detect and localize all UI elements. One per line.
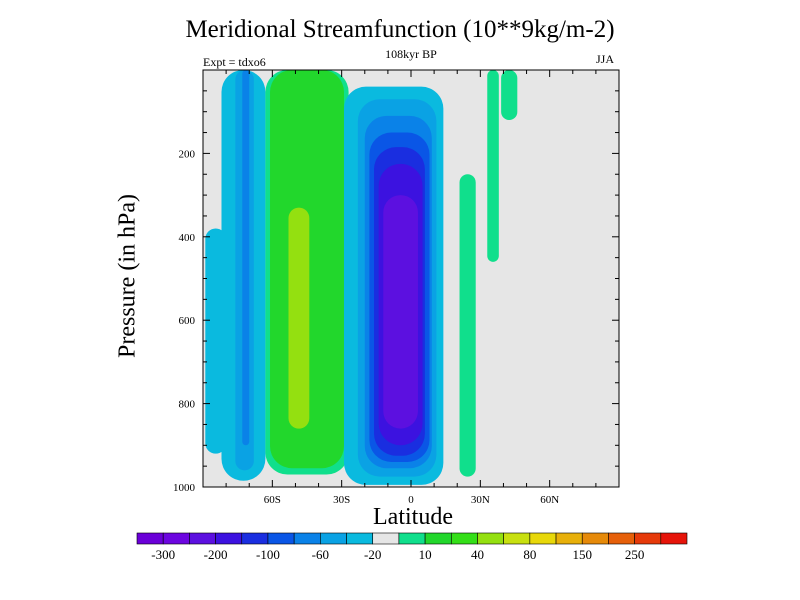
contour-region-hadley-cell-core bbox=[383, 195, 418, 429]
colorbar-label: 40 bbox=[471, 547, 484, 562]
colorbar-swatch bbox=[320, 532, 347, 545]
y-tick-label: 600 bbox=[179, 315, 196, 327]
y-tick-label: 800 bbox=[179, 399, 196, 411]
x-tick-label: 30S bbox=[333, 494, 350, 506]
colorbar-swatch bbox=[581, 532, 609, 545]
colorbar-swatch bbox=[136, 532, 164, 545]
colorbar-label: -200 bbox=[204, 547, 228, 562]
contour-region-nh-midlatitude-positive bbox=[501, 70, 518, 121]
colorbar-label: -100 bbox=[256, 547, 280, 562]
colorbar-swatch bbox=[372, 532, 400, 545]
season-label: JJA bbox=[596, 52, 615, 66]
colorbar-swatch bbox=[215, 532, 243, 545]
colorbar-swatch bbox=[477, 532, 504, 545]
colorbar-swatch bbox=[634, 532, 662, 545]
colorbar-swatch bbox=[189, 532, 216, 545]
colorbar-label: -20 bbox=[364, 547, 381, 562]
experiment-label: Expt = tdxo6 bbox=[203, 55, 266, 69]
colorbar-label: -300 bbox=[151, 547, 175, 562]
x-tick-label: 60N bbox=[540, 494, 559, 506]
colorbar-swatch bbox=[555, 532, 583, 545]
chart-title: Meridional Streamfunction (10**9kg/m-2) bbox=[185, 16, 615, 43]
colorbar-label: 10 bbox=[419, 547, 432, 562]
x-tick-label: 0 bbox=[408, 494, 414, 506]
colorbar-swatch bbox=[267, 532, 295, 545]
x-tick-label: 30N bbox=[471, 494, 490, 506]
chart-subtitle: 108kyr BP bbox=[385, 47, 437, 61]
colorbar-swatch bbox=[398, 532, 426, 545]
colorbar-swatch bbox=[162, 532, 190, 545]
colorbar-swatch bbox=[503, 532, 531, 545]
colorbar-swatch bbox=[450, 532, 478, 545]
contour-region-sh-positive-cell-core bbox=[288, 207, 310, 429]
contour-region-sh-negative-cell-core bbox=[242, 70, 250, 446]
colorbar-label: 150 bbox=[572, 547, 592, 562]
x-axis-label: Latitude bbox=[373, 504, 453, 530]
y-tick-label: 200 bbox=[179, 148, 196, 160]
contour-region-sh-weak-positive-band bbox=[205, 228, 227, 454]
colorbar-swatch bbox=[346, 532, 374, 545]
y-tick-label: 1000 bbox=[173, 482, 196, 494]
colorbar-swatch bbox=[424, 532, 452, 545]
colorbar-label: -60 bbox=[312, 547, 329, 562]
colorbar-swatch bbox=[241, 532, 269, 545]
colorbar-swatch bbox=[529, 532, 557, 545]
colorbar-label: 80 bbox=[523, 547, 536, 562]
colorbar-label: 250 bbox=[625, 547, 645, 562]
y-tick-label: 400 bbox=[179, 232, 196, 244]
contour-region-nh-tropical-positive bbox=[459, 174, 476, 477]
colorbar-swatch bbox=[293, 532, 321, 545]
colorbar-swatch bbox=[660, 532, 688, 545]
contour-region-nh-subtropical-positive bbox=[487, 70, 499, 262]
x-tick-label: 60S bbox=[264, 494, 281, 506]
colorbar-swatch bbox=[608, 532, 635, 545]
